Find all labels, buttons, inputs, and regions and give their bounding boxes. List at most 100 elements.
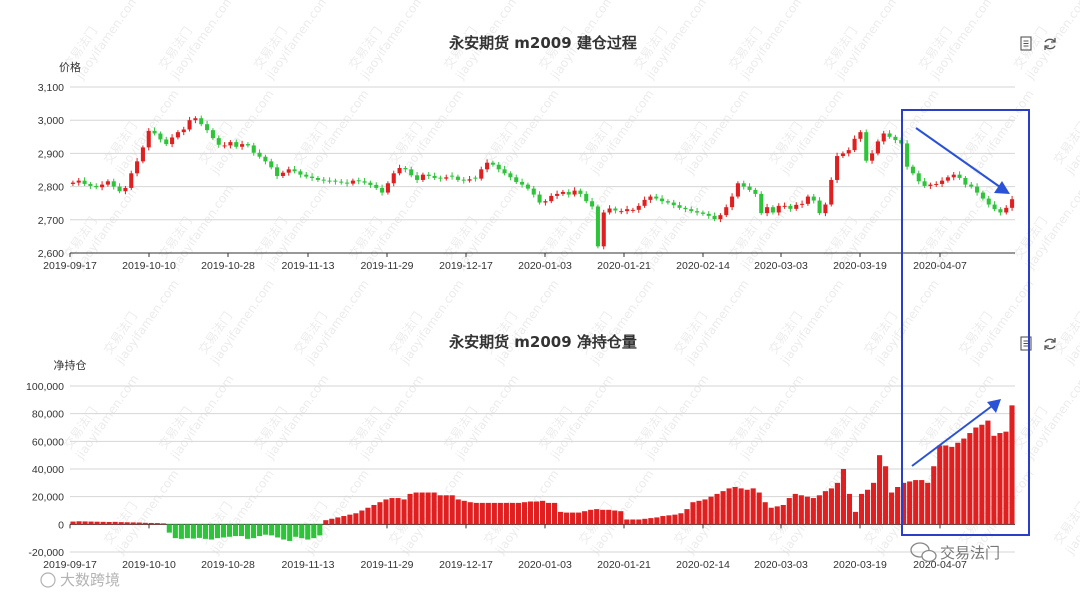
- position-bar: [335, 517, 341, 525]
- candle-body: [986, 198, 991, 205]
- position-bar: [88, 521, 94, 525]
- candle-body: [782, 205, 787, 207]
- candle-body: [753, 189, 758, 194]
- position-x-tick: 2020-01-03: [518, 559, 572, 571]
- candle-body: [292, 169, 297, 172]
- candle-body: [216, 138, 221, 145]
- position-bar: [82, 521, 88, 525]
- position-y-tick: -20,000: [28, 547, 64, 559]
- candle-body: [199, 118, 204, 125]
- candle-body: [747, 186, 752, 190]
- price-chart-title: 永安期货 m2009 建仓过程: [448, 34, 637, 52]
- price-x-tick: 2020-02-14: [676, 260, 730, 272]
- data-view-icon[interactable]: [1020, 36, 1032, 51]
- price-y-tick: 2,800: [38, 182, 64, 194]
- position-bar: [251, 524, 257, 539]
- candle-body: [846, 150, 851, 154]
- candle-body: [502, 169, 507, 174]
- position-bar: [991, 435, 997, 525]
- position-bar: [564, 512, 570, 525]
- candle-body: [105, 181, 110, 185]
- position-bar: [281, 524, 287, 540]
- candle-body: [531, 188, 536, 195]
- candle-body: [1010, 199, 1015, 208]
- position-bar: [973, 427, 979, 525]
- candle-body: [852, 138, 857, 151]
- position-bar: [738, 488, 744, 525]
- position-bar: [780, 504, 786, 525]
- brand-left: 大数跨境: [40, 571, 120, 589]
- position-bar: [666, 515, 672, 525]
- position-y-tick: 0: [58, 519, 64, 531]
- position-bar: [76, 521, 82, 525]
- position-bar: [979, 424, 985, 525]
- candle-body: [473, 177, 478, 179]
- price-x-tick: 2020-03-03: [754, 260, 808, 272]
- position-bar: [913, 480, 919, 525]
- position-bar: [196, 524, 202, 538]
- candle-body: [525, 184, 530, 189]
- candle-body: [566, 191, 571, 195]
- candle-body: [578, 190, 583, 194]
- position-x-tick: 2020-02-14: [676, 559, 730, 571]
- position-bar: [245, 524, 251, 539]
- position-bar: [702, 499, 708, 525]
- price-y-tick: 3,100: [38, 82, 64, 94]
- position-bar: [588, 509, 594, 525]
- candle-body: [741, 183, 746, 187]
- position-bar: [263, 524, 269, 535]
- candle-body: [730, 196, 735, 208]
- candle-body: [339, 181, 344, 183]
- candle-body: [630, 209, 635, 211]
- candle-body: [945, 177, 950, 181]
- brand-left-icon: [40, 572, 56, 588]
- position-bar: [106, 521, 112, 525]
- candle-body: [100, 184, 105, 188]
- price-x-tick: 2019-10-10: [122, 260, 176, 272]
- position-bar: [618, 511, 624, 525]
- position-y-tick: 40,000: [32, 464, 64, 476]
- position-bar: [539, 500, 546, 525]
- candle-body: [286, 169, 291, 173]
- position-bar: [828, 488, 834, 525]
- candle-body: [164, 139, 169, 145]
- position-bar: [226, 524, 233, 537]
- price-axis-name: 价格: [59, 60, 81, 74]
- candle-body: [298, 171, 303, 175]
- candle-body: [858, 132, 863, 139]
- candle-body: [654, 196, 659, 199]
- candle-body: [671, 202, 676, 206]
- position-bar: [545, 502, 552, 525]
- brand-right-text: 交易法门: [940, 544, 1000, 562]
- candle-body: [490, 162, 495, 165]
- position-bar: [551, 502, 558, 525]
- position-bar: [985, 420, 991, 525]
- position-bar: [461, 500, 467, 525]
- position-bar: [431, 492, 437, 525]
- candle-body: [572, 190, 577, 195]
- candle-body: [689, 209, 694, 212]
- position-bar: [895, 486, 901, 525]
- candle-body: [158, 133, 163, 140]
- candle-body: [724, 207, 729, 216]
- restore-icon[interactable]: [1044, 38, 1056, 50]
- position-bar: [961, 438, 967, 525]
- candle-body: [595, 206, 600, 247]
- candle-body: [887, 133, 892, 137]
- restore-icon[interactable]: [1044, 338, 1056, 350]
- candle-body: [391, 173, 396, 184]
- position-bar: [503, 502, 509, 525]
- candle-body: [222, 145, 227, 147]
- position-x-tick: 2020-04-07: [913, 559, 967, 571]
- candle-body: [700, 212, 705, 214]
- position-x-tick: 2019-09-17: [43, 559, 97, 571]
- data-view-icon[interactable]: [1020, 336, 1032, 351]
- candle-body: [648, 196, 653, 200]
- position-bar: [311, 524, 317, 539]
- candle-body: [823, 204, 828, 214]
- position-bar: [931, 466, 937, 525]
- candle-body: [88, 183, 93, 186]
- position-bar: [473, 502, 479, 525]
- candle-body: [660, 198, 665, 202]
- candle-body: [636, 205, 641, 210]
